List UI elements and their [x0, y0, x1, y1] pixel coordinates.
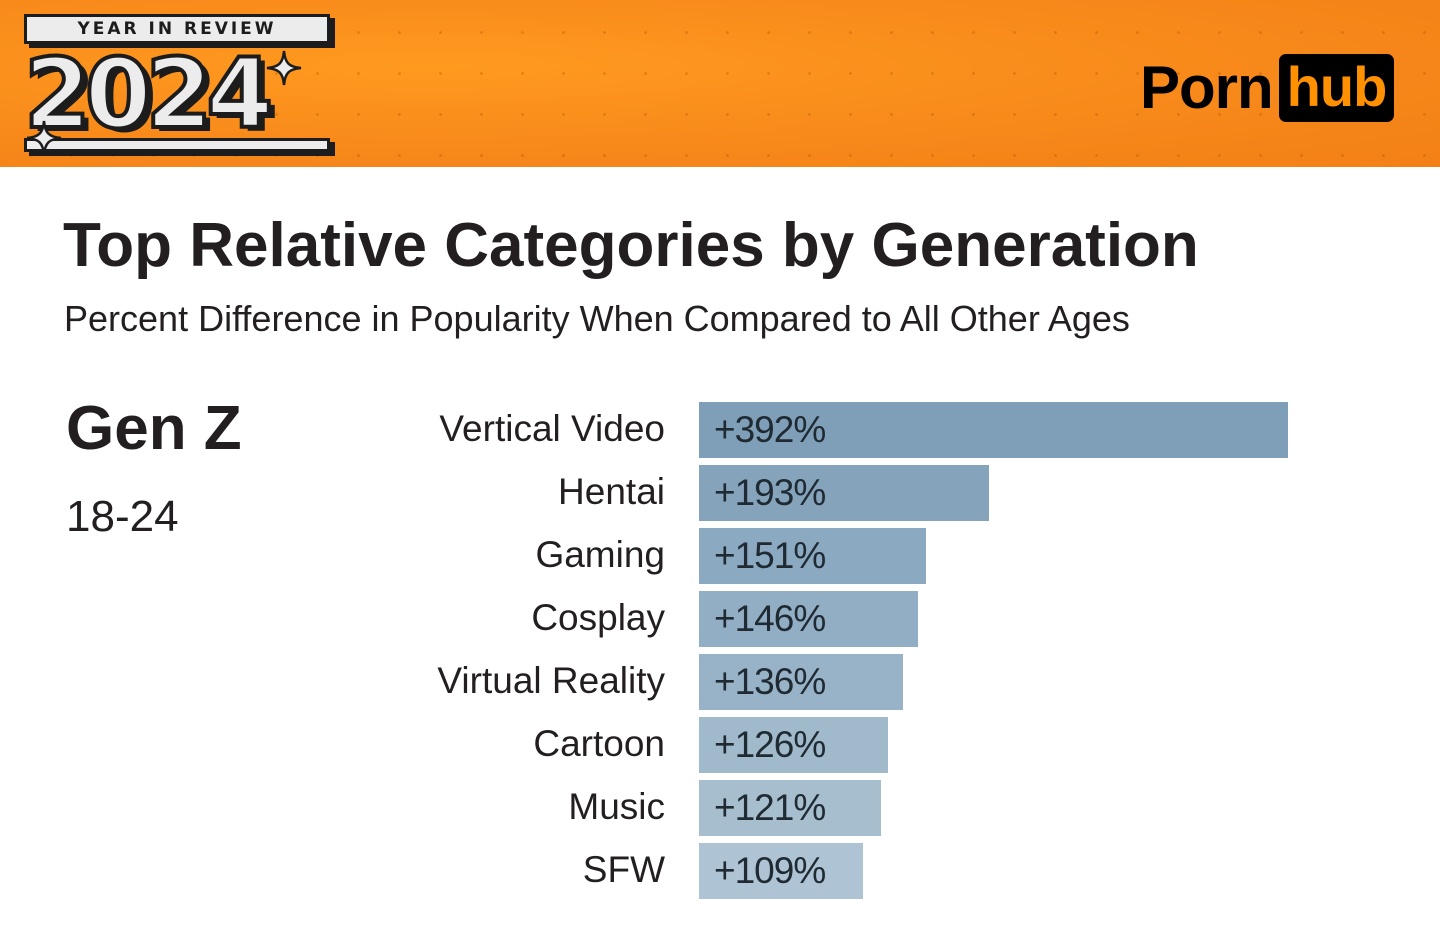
sparkle-icon [26, 120, 62, 156]
badge-bottom-bar [24, 138, 330, 152]
bar: +126% [699, 717, 888, 773]
chart-subtitle: Percent Difference in Popularity When Co… [64, 298, 1130, 339]
category-label: Gaming [535, 534, 665, 575]
bar-row: Hentai +193% [380, 463, 1380, 521]
generation-name: Gen Z [66, 394, 242, 463]
bar-value-label: +151% [714, 535, 826, 576]
bar: +136% [699, 654, 903, 710]
category-label: Virtual Reality [437, 660, 665, 701]
bar-row: Virtual Reality +136% [380, 652, 1380, 710]
year-in-review-badge: YEAR IN REVIEW 2024 [22, 14, 336, 156]
bar: +146% [699, 591, 918, 647]
bar-row: Cosplay +146% [380, 589, 1380, 647]
bar: +151% [699, 528, 926, 584]
bar-row: Gaming +151% [380, 526, 1380, 584]
category-label: Hentai [558, 471, 665, 512]
bar-value-label: +121% [714, 787, 826, 828]
generation-age-range: 18-24 [66, 492, 179, 541]
sparkle-icon [266, 50, 302, 86]
bar-value-label: +136% [714, 661, 826, 702]
category-label: Vertical Video [439, 408, 665, 449]
bar: +121% [699, 780, 881, 836]
bar-value-label: +193% [714, 472, 826, 513]
bar: +109% [699, 843, 863, 899]
bar-value-label: +146% [714, 598, 826, 639]
bar-row: Music +121% [380, 778, 1380, 836]
category-label: Music [568, 786, 665, 827]
category-label: Cartoon [533, 723, 665, 764]
logo-text-right: hub [1278, 54, 1395, 122]
header-banner: YEAR IN REVIEW 2024 Porn hub [0, 0, 1440, 167]
bar-value-label: +126% [714, 724, 826, 765]
chart-title: Top Relative Categories by Generation [63, 211, 1199, 280]
bar: +392% [699, 402, 1288, 458]
category-label: Cosplay [531, 597, 665, 638]
bar-value-label: +109% [714, 850, 826, 891]
badge-year: 2024 [22, 38, 275, 150]
bar-row: Cartoon +126% [380, 715, 1380, 773]
brand-logo: Porn hub [1140, 54, 1395, 122]
category-label: SFW [582, 849, 665, 890]
logo-text-left: Porn [1140, 54, 1274, 121]
bar-row: Vertical Video +392% [380, 400, 1380, 458]
bar-value-label: +392% [714, 409, 826, 450]
bar: +193% [699, 465, 989, 521]
badge-top-text: YEAR IN REVIEW [24, 14, 330, 44]
bar-row: SFW +109% [380, 841, 1380, 899]
